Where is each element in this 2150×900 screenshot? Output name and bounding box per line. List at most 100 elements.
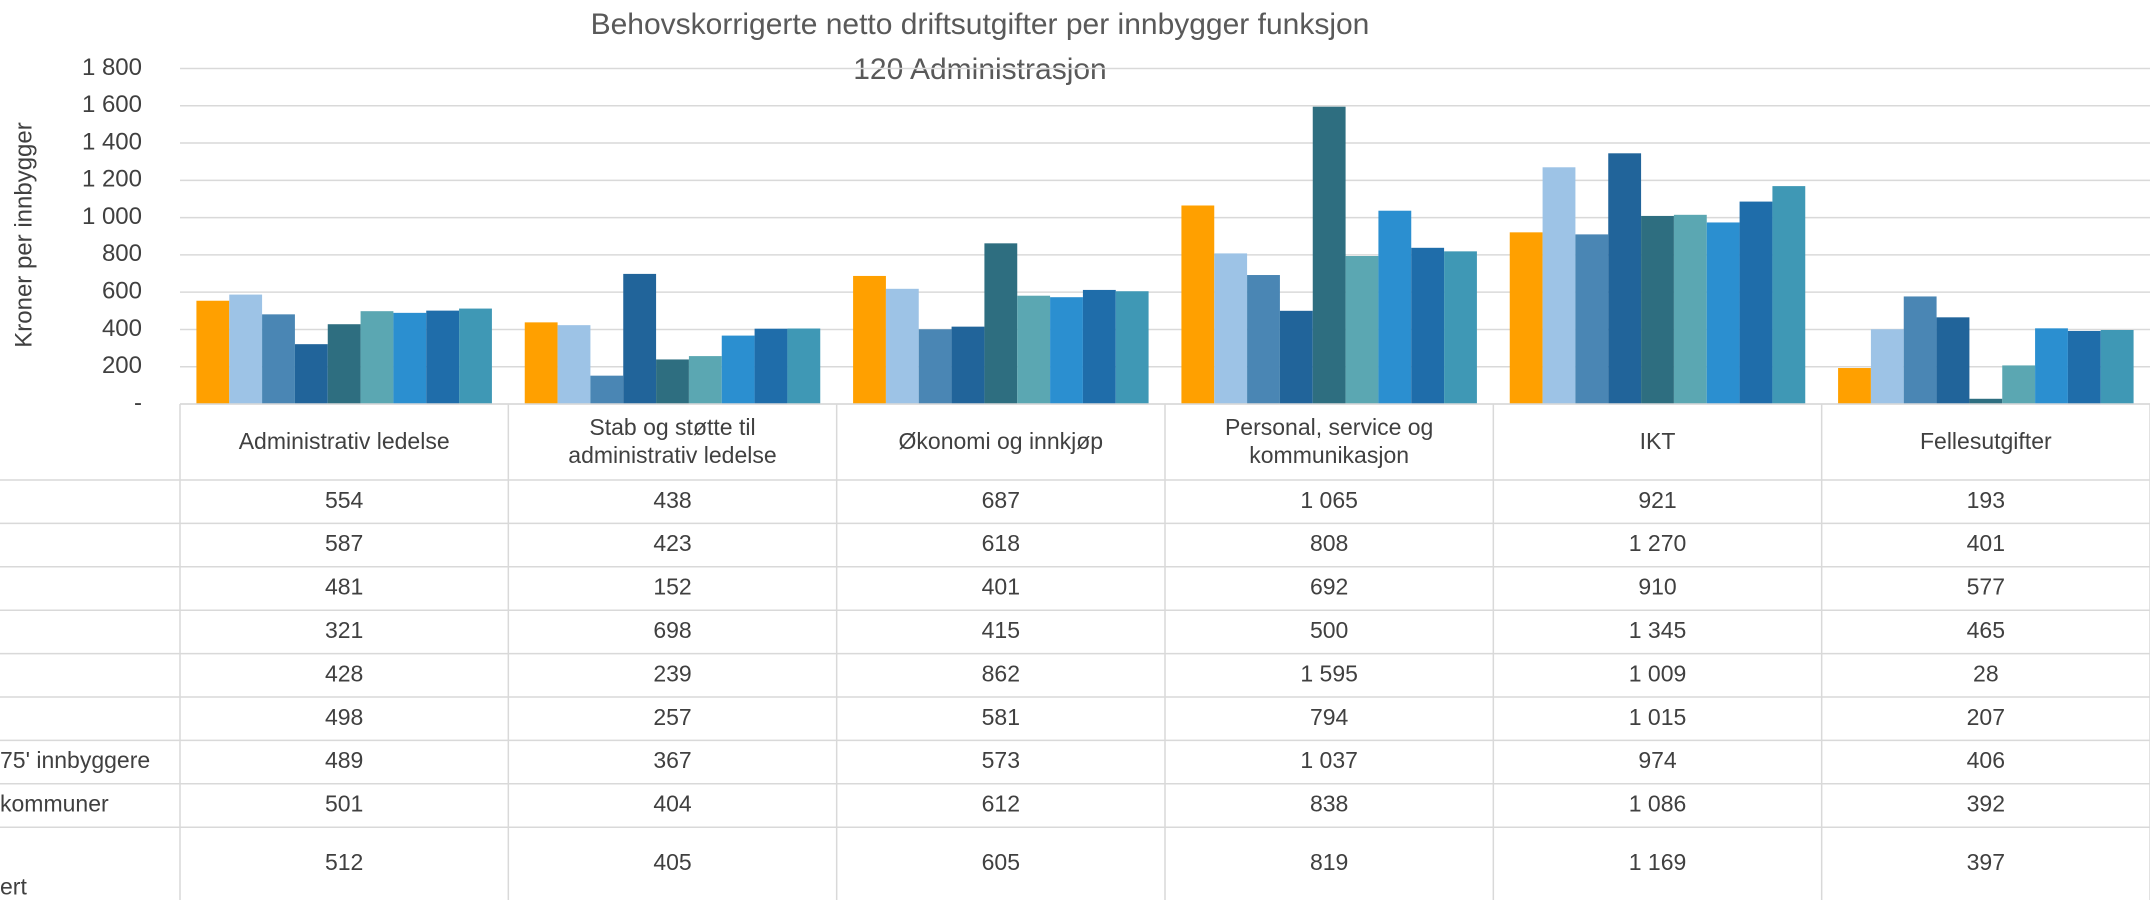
series-name: 75' innbyggere bbox=[0, 747, 150, 773]
bar bbox=[1542, 167, 1576, 404]
y-tick-label: 1 400 bbox=[82, 128, 142, 155]
table-value: 1 037 bbox=[1300, 747, 1358, 773]
bar bbox=[1706, 222, 1740, 404]
y-tick-label: 1 000 bbox=[82, 203, 142, 230]
y-axis-label: Kroner per innbygger bbox=[10, 122, 37, 347]
table-value: 577 bbox=[1967, 574, 2005, 600]
bar bbox=[1312, 106, 1346, 405]
bar bbox=[1509, 232, 1543, 404]
bar bbox=[1345, 256, 1379, 404]
table-value: 794 bbox=[1310, 704, 1349, 730]
bar bbox=[229, 294, 263, 404]
bar bbox=[262, 314, 295, 404]
table-value: 581 bbox=[982, 704, 1020, 730]
table-value: 618 bbox=[982, 530, 1020, 556]
table-value: 512 bbox=[325, 849, 363, 875]
table-value: 698 bbox=[653, 617, 691, 643]
x-tick-label: Stab og støtte til administrativ ledelse bbox=[508, 404, 836, 480]
table-value: 910 bbox=[1638, 574, 1676, 600]
table-value: 481 bbox=[325, 574, 363, 600]
series-name: ert bbox=[0, 873, 27, 899]
table-value: 692 bbox=[1310, 574, 1348, 600]
bar bbox=[1936, 317, 1970, 404]
category-label: Stab og støtte til administrativ ledelse bbox=[568, 414, 777, 468]
table-value: 1 345 bbox=[1629, 617, 1687, 643]
bar bbox=[787, 328, 821, 404]
table-value: 1 009 bbox=[1629, 660, 1687, 686]
table-value: 207 bbox=[1967, 704, 2005, 730]
y-tick-label: 1 600 bbox=[82, 91, 142, 118]
bar bbox=[590, 375, 624, 404]
table-value: 401 bbox=[1967, 530, 2005, 556]
y-tick-label: 400 bbox=[102, 315, 142, 342]
table-value: 501 bbox=[325, 791, 363, 817]
bar bbox=[1247, 275, 1280, 404]
table-value: 1 169 bbox=[1629, 849, 1687, 875]
bar bbox=[1279, 310, 1313, 404]
bar bbox=[426, 310, 460, 404]
table-value: 819 bbox=[1310, 849, 1348, 875]
bar bbox=[754, 328, 788, 404]
bar bbox=[885, 288, 919, 404]
bar bbox=[1870, 329, 1904, 404]
bar bbox=[196, 300, 230, 404]
category-label: Administrativ ledelse bbox=[238, 428, 450, 455]
bar bbox=[393, 312, 427, 404]
category-cell: Økonomi og innkjøp bbox=[837, 404, 1165, 480]
table-value: 687 bbox=[982, 487, 1020, 513]
bar bbox=[853, 275, 886, 404]
x-tick-label: IKT bbox=[1493, 404, 1821, 480]
category-cell: Stab og støtte til administrativ ledelse bbox=[508, 404, 836, 480]
category-label: Fellesutgifter bbox=[1919, 428, 2052, 455]
bar bbox=[327, 324, 361, 404]
bar bbox=[1378, 210, 1412, 404]
table-value: 239 bbox=[653, 660, 691, 686]
y-tick-label: 600 bbox=[102, 278, 142, 305]
bar bbox=[1214, 253, 1248, 404]
bar bbox=[1444, 251, 1477, 404]
table-value: 404 bbox=[653, 791, 692, 817]
bar bbox=[1411, 247, 1445, 404]
table-value: 423 bbox=[653, 530, 691, 556]
chart-subtitle: 120 Administrasjon bbox=[853, 53, 1106, 86]
table-value: 1 270 bbox=[1629, 530, 1687, 556]
table-value: 405 bbox=[653, 849, 691, 875]
bar bbox=[1017, 295, 1051, 404]
table-value: 401 bbox=[982, 574, 1020, 600]
bar bbox=[2067, 330, 2101, 404]
category-cell: Personal, service og kommunikasjon bbox=[1165, 404, 1493, 480]
bar bbox=[1772, 186, 1806, 404]
table-value: 573 bbox=[982, 747, 1020, 773]
bar bbox=[1739, 201, 1773, 404]
category-label: IKT bbox=[1639, 428, 1676, 455]
table-value: 438 bbox=[653, 487, 691, 513]
table-value: 397 bbox=[1967, 849, 2005, 875]
bar bbox=[360, 311, 394, 404]
bar bbox=[1181, 205, 1215, 404]
x-tick-label: Personal, service og kommunikasjon bbox=[1165, 404, 1493, 480]
category-label: Personal, service og kommunikasjon bbox=[1224, 414, 1434, 468]
bar bbox=[688, 356, 722, 404]
table-value: 392 bbox=[1967, 791, 2005, 817]
bar bbox=[951, 326, 985, 404]
table-value: 1 086 bbox=[1629, 791, 1687, 817]
bar bbox=[1082, 289, 1116, 404]
table-value: 367 bbox=[653, 747, 691, 773]
bar bbox=[2100, 330, 2134, 404]
y-tick-label: 800 bbox=[102, 240, 142, 267]
bar bbox=[1838, 368, 1871, 404]
table-value: 1 065 bbox=[1300, 487, 1358, 513]
category-cell: Administrativ ledelse bbox=[238, 428, 450, 455]
table-value: 193 bbox=[1967, 487, 2005, 513]
bar bbox=[524, 322, 558, 404]
bar bbox=[623, 273, 657, 404]
bar bbox=[557, 325, 591, 404]
table-value: 587 bbox=[325, 530, 363, 556]
table-value: 321 bbox=[325, 617, 363, 643]
bar bbox=[918, 329, 952, 404]
x-tick-label: Økonomi og innkjøp bbox=[837, 404, 1165, 480]
y-tick-label: 1 200 bbox=[82, 166, 142, 193]
bar bbox=[294, 344, 328, 404]
table-value: 465 bbox=[1967, 617, 2005, 643]
table-value: 500 bbox=[1310, 617, 1348, 643]
